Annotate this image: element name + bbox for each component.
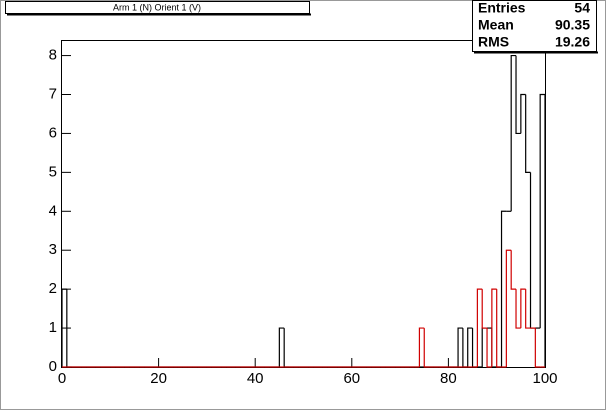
histogram-bin bbox=[496, 289, 502, 368]
y-tick-label: 7 bbox=[49, 85, 57, 102]
y-tick-label: 6 bbox=[49, 124, 57, 141]
chart-title: Arm 1 (N) Orient 1 (V) bbox=[113, 2, 201, 12]
y-tick-label: 1 bbox=[49, 319, 57, 336]
histogram-bin bbox=[505, 249, 512, 367]
histogram-bin bbox=[525, 94, 531, 173]
stat-value: 54 bbox=[574, 0, 590, 16]
x-tick-label: 80 bbox=[440, 370, 457, 387]
y-tick-label: 2 bbox=[49, 280, 57, 297]
stat-label: RMS bbox=[478, 34, 509, 50]
histogram-bin bbox=[457, 327, 463, 367]
y-tick-label: 0 bbox=[49, 358, 57, 375]
stat-label: Mean bbox=[478, 17, 514, 33]
histogram-bin bbox=[423, 328, 430, 368]
histogram-bin bbox=[534, 328, 541, 368]
stat-value: 90.35 bbox=[555, 17, 590, 33]
y-tick-label: 5 bbox=[49, 163, 57, 180]
histogram-bin bbox=[539, 93, 545, 329]
histogram-bin bbox=[515, 289, 521, 329]
histogram-bin bbox=[520, 93, 526, 134]
histogram-bin bbox=[510, 54, 517, 212]
x-tick-label: 60 bbox=[343, 370, 360, 387]
x-tick-label: 100 bbox=[532, 370, 557, 387]
x-tick-label: 20 bbox=[150, 370, 167, 387]
histogram-bin bbox=[500, 210, 507, 367]
histogram-bin bbox=[486, 328, 492, 368]
histogram-bin bbox=[278, 327, 285, 367]
histogram-bin bbox=[525, 289, 531, 329]
x-tick-label: 0 bbox=[58, 370, 66, 387]
histogram-bin bbox=[476, 288, 483, 367]
plot-frame bbox=[61, 40, 546, 368]
histogram-bin bbox=[418, 327, 425, 367]
y-tick-label: 3 bbox=[49, 241, 57, 258]
histogram-bin bbox=[61, 288, 67, 367]
y-tick-label: 4 bbox=[49, 202, 57, 219]
histogram-bin bbox=[467, 327, 473, 367]
histogram-bin bbox=[520, 288, 526, 329]
stat-value: 19.26 bbox=[555, 34, 590, 50]
stat-label: Entries bbox=[478, 0, 526, 16]
histogram-bin bbox=[481, 289, 488, 329]
y-tick-label: 8 bbox=[49, 47, 57, 64]
histogram-bin bbox=[515, 55, 521, 135]
x-tick-label: 40 bbox=[247, 370, 264, 387]
histogram-bin bbox=[510, 250, 517, 290]
histogram-bin bbox=[491, 288, 497, 367]
